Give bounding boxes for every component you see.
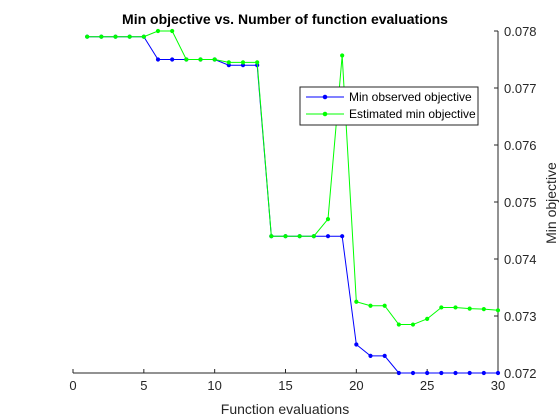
data-point <box>311 234 316 239</box>
x-tick-label: 20 <box>349 378 363 393</box>
data-point <box>495 308 501 313</box>
data-point <box>382 303 387 308</box>
data-point <box>410 370 416 376</box>
data-point <box>155 28 161 34</box>
x-tick-label: 15 <box>278 378 292 393</box>
data-point <box>269 234 274 239</box>
data-point <box>255 60 260 65</box>
legend-marker <box>322 111 328 117</box>
data-point <box>99 34 104 39</box>
y-tick-label: 0.078 <box>504 24 537 39</box>
data-point <box>439 370 444 376</box>
data-point <box>495 370 501 376</box>
data-point <box>453 370 458 376</box>
legend-label: Estimated min objective <box>349 107 476 121</box>
data-point <box>396 322 401 327</box>
data-point <box>354 299 359 304</box>
data-point <box>340 53 345 58</box>
data-point <box>425 370 430 376</box>
x-tick-label: 0 <box>69 378 76 393</box>
data-point <box>325 234 331 239</box>
series-layer <box>85 28 501 376</box>
y-tick-label: 0.072 <box>504 366 537 381</box>
series-line <box>87 30 499 326</box>
legend-marker <box>322 94 328 100</box>
data-point <box>198 57 203 62</box>
y-tick-label: 0.076 <box>504 138 537 153</box>
legend-label: Min observed objective <box>349 90 472 104</box>
x-tick-label: 25 <box>420 378 434 393</box>
legend-item: Estimated min objective <box>306 107 476 121</box>
x-axis-label: Function evaluations <box>221 401 349 417</box>
data-point <box>325 217 331 222</box>
data-point <box>85 34 90 39</box>
data-point <box>368 303 373 308</box>
axes: 0 5 10 15 20 25 300.072 0.073 0.074 0.075 0.076 0.0… <box>69 24 536 393</box>
data-point <box>481 307 486 312</box>
data-point <box>425 316 430 321</box>
legend-item: Min observed objective <box>306 90 472 104</box>
data-point <box>170 28 175 34</box>
data-point <box>354 342 359 347</box>
y-tick-label: 0.075 <box>504 195 537 210</box>
data-point <box>467 370 472 376</box>
data-point <box>481 370 486 376</box>
y-tick-label: 0.073 <box>504 309 537 324</box>
data-point <box>396 370 401 376</box>
data-point <box>184 57 189 62</box>
chart-title: Min objective vs. Number of function eva… <box>122 11 448 27</box>
data-point <box>127 34 132 39</box>
data-point <box>155 57 161 62</box>
y-tick-label: 0.077 <box>504 81 537 96</box>
x-tick-label: 30 <box>491 378 505 393</box>
data-point <box>467 306 472 311</box>
data-point <box>170 57 175 62</box>
y-axis-label: Min objective <box>543 162 559 244</box>
data-point <box>368 353 373 358</box>
data-point <box>340 234 345 239</box>
data-point <box>410 322 416 327</box>
data-point <box>297 234 302 239</box>
series-estimated-min <box>85 28 501 327</box>
data-point <box>439 305 444 310</box>
legend: Min observed objective Estimated min obje… <box>299 86 479 126</box>
data-point <box>226 60 231 65</box>
data-point <box>283 234 288 239</box>
x-tick-label: 5 <box>140 378 147 393</box>
legend-box <box>299 86 479 126</box>
data-point <box>382 353 387 358</box>
data-point <box>240 60 246 65</box>
x-tick-label: 10 <box>207 378 221 393</box>
data-point <box>113 34 118 39</box>
data-point <box>453 305 458 310</box>
y-tick-label: 0.074 <box>504 252 537 267</box>
data-point <box>212 57 217 62</box>
data-point <box>141 34 146 39</box>
